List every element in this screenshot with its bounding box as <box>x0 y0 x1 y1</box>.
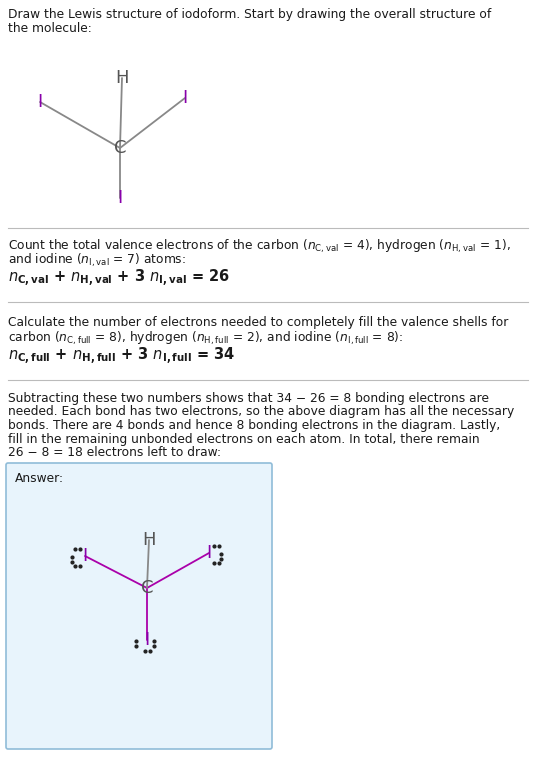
Text: I: I <box>117 189 123 207</box>
Text: I: I <box>83 547 87 565</box>
Text: C: C <box>141 579 153 597</box>
Text: I: I <box>38 93 43 111</box>
Text: $n_{\mathregular{C,full}}$ + $n_{\mathregular{H,full}}$ + 3 $n_{\mathregular{I,f: $n_{\mathregular{C,full}}$ + $n_{\mathre… <box>8 346 235 367</box>
Text: 26 − 8 = 18 electrons left to draw:: 26 − 8 = 18 electrons left to draw: <box>8 446 221 459</box>
Text: the molecule:: the molecule: <box>8 22 92 35</box>
Text: C: C <box>114 139 126 157</box>
Text: I: I <box>206 544 212 562</box>
Text: Subtracting these two numbers shows that 34 − 26 = 8 bonding electrons are: Subtracting these two numbers shows that… <box>8 392 489 405</box>
Text: Answer:: Answer: <box>15 472 64 485</box>
Text: Calculate the number of electrons needed to completely fill the valence shells f: Calculate the number of electrons needed… <box>8 316 508 329</box>
Text: Count the total valence electrons of the carbon ($n_{\mathregular{C,val}}$ = 4),: Count the total valence electrons of the… <box>8 238 511 255</box>
Text: carbon ($n_{\mathregular{C,full}}$ = 8), hydrogen ($n_{\mathregular{H,full}}$ = : carbon ($n_{\mathregular{C,full}}$ = 8),… <box>8 330 403 347</box>
Text: I: I <box>144 631 150 649</box>
Text: H: H <box>115 69 129 87</box>
FancyBboxPatch shape <box>6 463 272 749</box>
Text: needed. Each bond has two electrons, so the above diagram has all the necessary: needed. Each bond has two electrons, so … <box>8 405 514 418</box>
Text: $n_{\mathregular{C,val}}$ + $n_{\mathregular{H,val}}$ + 3 $n_{\mathregular{I,val: $n_{\mathregular{C,val}}$ + $n_{\mathreg… <box>8 268 230 290</box>
Text: and iodine ($n_{\mathregular{I,val}}$ = 7) atoms:: and iodine ($n_{\mathregular{I,val}}$ = … <box>8 252 186 270</box>
Text: H: H <box>142 531 156 549</box>
Text: Draw the Lewis structure of iodoform. Start by drawing the overall structure of: Draw the Lewis structure of iodoform. St… <box>8 8 492 21</box>
Text: fill in the remaining unbonded electrons on each atom. In total, there remain: fill in the remaining unbonded electrons… <box>8 433 480 446</box>
Text: bonds. There are 4 bonds and hence 8 bonding electrons in the diagram. Lastly,: bonds. There are 4 bonds and hence 8 bon… <box>8 419 500 432</box>
Text: I: I <box>182 89 188 107</box>
